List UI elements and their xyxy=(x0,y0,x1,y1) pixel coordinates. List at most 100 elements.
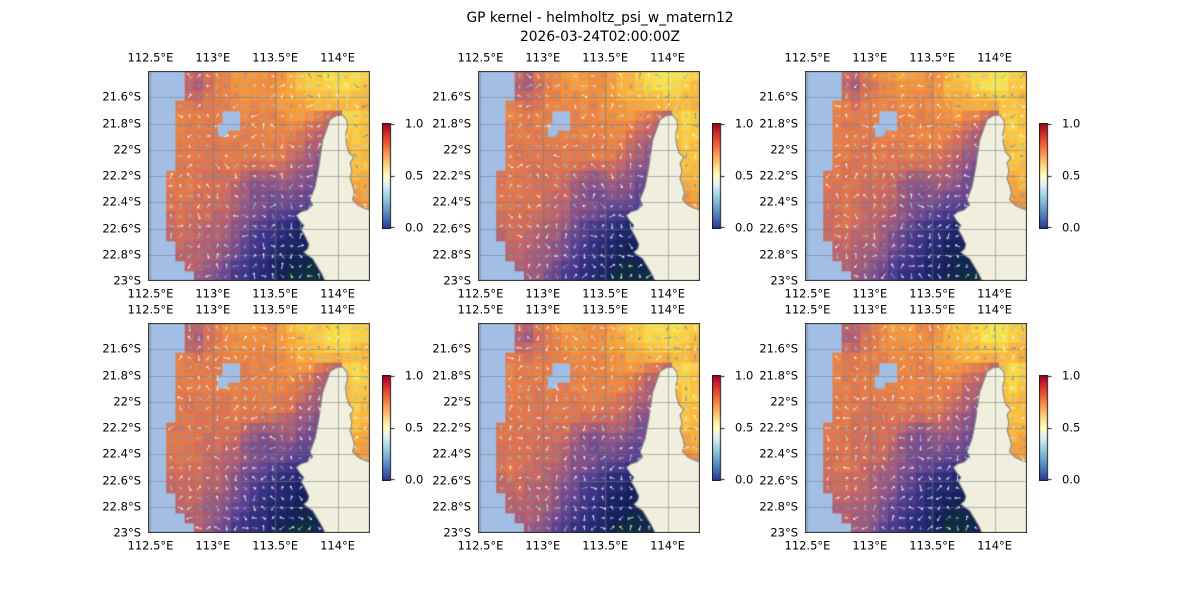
x-tick-label-top: 114°E xyxy=(977,50,1013,65)
x-tick-label-bottom: 113°E xyxy=(525,286,561,301)
colorbar-tick-label: 1.0 xyxy=(1062,116,1081,131)
y-tick-label: 22.8°S xyxy=(432,499,471,513)
y-tick-label: 22.8°S xyxy=(102,247,141,261)
colorbar-tick-label: 0.0 xyxy=(405,220,424,235)
x-tick-label-bottom: 113°E xyxy=(852,286,888,301)
colorbar-tick-label: 1.0 xyxy=(405,368,424,383)
y-tick-label: 23°S xyxy=(113,273,141,288)
y-tick-label: 21.8°S xyxy=(102,115,141,130)
x-tick-label-top: 113°E xyxy=(852,50,888,65)
x-tick-label-top: 113.5°E xyxy=(252,50,299,65)
x-tick-label-bottom: 112.5°E xyxy=(784,286,831,301)
x-tick-label-top: 112.5°E xyxy=(784,302,831,317)
y-tick-label: 22.2°S xyxy=(432,420,471,435)
y-tick-label: 23°S xyxy=(770,273,798,288)
x-tick-label-bottom: 113°E xyxy=(195,538,231,553)
colorbar-tick-label: 1.0 xyxy=(405,116,424,131)
x-tick-label-bottom: 114°E xyxy=(977,286,1013,301)
y-tick-label: 22.6°S xyxy=(102,220,141,235)
x-tick-label-bottom: 112.5°E xyxy=(457,538,504,553)
y-tick-label: 21.6°S xyxy=(432,89,471,104)
x-tick-label-bottom: 112.5°E xyxy=(457,286,504,301)
colorbar-tick-label: 1.0 xyxy=(735,116,754,131)
x-tick-label-bottom: 114°E xyxy=(320,286,356,301)
x-tick-label-top: 113°E xyxy=(525,50,561,65)
colorbar-tick-label: 0.5 xyxy=(405,168,424,183)
y-tick-label: 22.6°S xyxy=(102,472,141,487)
y-tick-label: 22.8°S xyxy=(432,247,471,261)
x-tick-label-top: 114°E xyxy=(320,50,356,65)
x-tick-label-top: 113°E xyxy=(195,302,231,317)
y-tick-label: 23°S xyxy=(443,525,471,540)
colorbar-r0c2 xyxy=(1039,123,1052,229)
figure-header: GP kernel - helmholtz_psi_w_matern12 202… xyxy=(0,9,1200,47)
colorbar-tick-label: 1.0 xyxy=(735,368,754,383)
figure-subtitle: 2026-03-24T02:00:00Z xyxy=(519,29,681,46)
y-tick-label: 22.6°S xyxy=(432,472,471,487)
y-tick-label: 22°S xyxy=(113,142,141,156)
y-tick-label: 22.4°S xyxy=(432,446,471,461)
y-tick-label: 21.6°S xyxy=(759,341,798,356)
y-tick-label: 22.6°S xyxy=(432,220,471,235)
y-tick-label: 22°S xyxy=(443,142,471,156)
colorbar-r1c1 xyxy=(712,375,725,481)
y-tick-label: 21.6°S xyxy=(759,89,798,104)
x-tick-label-top: 112.5°E xyxy=(457,302,504,317)
x-tick-label-top: 113°E xyxy=(195,50,231,65)
y-tick-label: 22.4°S xyxy=(102,446,141,461)
y-tick-label: 22.2°S xyxy=(759,420,798,435)
x-tick-label-top: 112.5°E xyxy=(784,50,831,65)
y-tick-label: 22.4°S xyxy=(102,194,141,209)
y-tick-label: 23°S xyxy=(443,273,471,288)
map-panel-r1c1 xyxy=(478,323,700,533)
x-tick-label-bottom: 114°E xyxy=(650,538,686,553)
x-tick-label-top: 112.5°E xyxy=(457,50,504,65)
colorbar-tick-label: 0.5 xyxy=(1062,420,1081,435)
y-tick-label: 22.8°S xyxy=(759,499,798,513)
x-tick-label-top: 114°E xyxy=(977,302,1013,317)
map-panel-r1c2 xyxy=(805,323,1027,533)
colorbar-r1c2 xyxy=(1039,375,1052,481)
x-tick-label-top: 113.5°E xyxy=(252,302,299,317)
x-tick-label-top: 113.5°E xyxy=(909,50,956,65)
x-tick-label-top: 113.5°E xyxy=(582,50,629,65)
y-tick-label: 21.8°S xyxy=(432,367,471,382)
colorbar-tick-label: 0.5 xyxy=(735,420,754,435)
colorbar-tick-label: 0.0 xyxy=(735,220,754,235)
x-tick-label-bottom: 113.5°E xyxy=(252,286,299,301)
colorbar-r0c0 xyxy=(382,123,395,229)
figure-title: GP kernel - helmholtz_psi_w_matern12 xyxy=(466,10,734,26)
y-tick-label: 21.6°S xyxy=(432,341,471,356)
x-tick-label-bottom: 113.5°E xyxy=(582,538,629,553)
x-tick-label-bottom: 113°E xyxy=(852,538,888,553)
y-tick-label: 21.8°S xyxy=(102,367,141,382)
y-tick-label: 23°S xyxy=(770,525,798,540)
x-tick-label-top: 114°E xyxy=(650,50,686,65)
colorbar-tick-label: 0.5 xyxy=(1062,168,1081,183)
colorbar-tick-label: 0.0 xyxy=(405,472,424,487)
y-tick-label: 21.8°S xyxy=(432,115,471,130)
y-tick-label: 22°S xyxy=(770,394,798,408)
y-tick-label: 22.2°S xyxy=(102,420,141,435)
y-tick-label: 21.6°S xyxy=(102,341,141,356)
y-tick-label: 22.8°S xyxy=(759,247,798,261)
colorbar-tick-label: 0.0 xyxy=(1062,220,1081,235)
map-panel-r0c0 xyxy=(148,71,370,281)
x-tick-label-bottom: 114°E xyxy=(977,538,1013,553)
x-tick-label-bottom: 113°E xyxy=(195,286,231,301)
y-tick-label: 22°S xyxy=(113,394,141,408)
x-tick-label-bottom: 114°E xyxy=(320,538,356,553)
y-tick-label: 22°S xyxy=(770,142,798,156)
map-panel-r0c1 xyxy=(478,71,700,281)
colorbar-r0c1 xyxy=(712,123,725,229)
y-tick-label: 21.6°S xyxy=(102,89,141,104)
x-tick-label-bottom: 113.5°E xyxy=(582,286,629,301)
y-tick-label: 22.8°S xyxy=(102,499,141,513)
x-tick-label-bottom: 114°E xyxy=(650,286,686,301)
x-tick-label-bottom: 112.5°E xyxy=(127,286,174,301)
y-tick-label: 22°S xyxy=(443,394,471,408)
x-tick-label-top: 113°E xyxy=(525,302,561,317)
colorbar-tick-label: 0.5 xyxy=(735,168,754,183)
x-tick-label-top: 114°E xyxy=(650,302,686,317)
x-tick-label-bottom: 113.5°E xyxy=(909,538,956,553)
